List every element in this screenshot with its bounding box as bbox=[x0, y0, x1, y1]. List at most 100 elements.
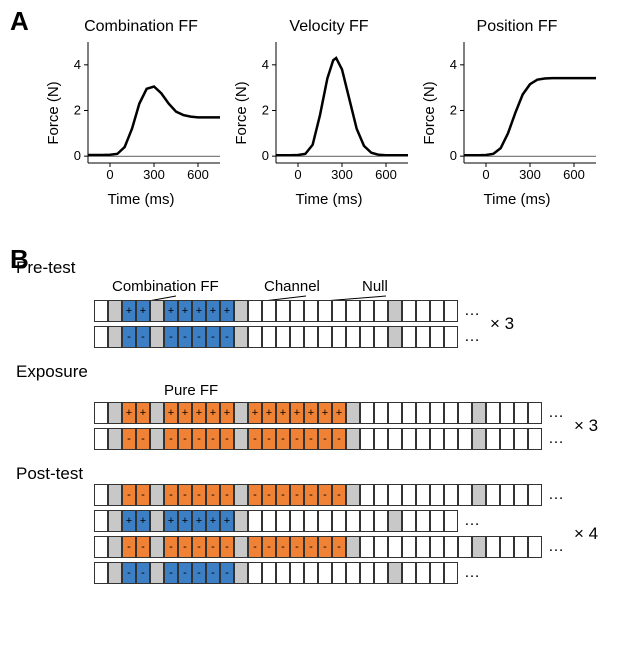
trial-cell bbox=[388, 510, 402, 532]
trial-cell: - bbox=[136, 536, 150, 558]
svg-text:0: 0 bbox=[106, 167, 113, 182]
trial-row: -------------- bbox=[94, 484, 542, 506]
trial-cell: + bbox=[122, 300, 136, 322]
trial-cell bbox=[234, 536, 248, 558]
phase-label: Exposure bbox=[16, 362, 616, 382]
trial-cell bbox=[402, 510, 416, 532]
trial-cell: - bbox=[178, 484, 192, 506]
trial-cell: + bbox=[192, 402, 206, 424]
trial-cell: - bbox=[178, 562, 192, 584]
trial-row: ------- bbox=[94, 326, 458, 348]
trial-cell bbox=[94, 428, 108, 450]
trial-cell bbox=[108, 300, 122, 322]
trial-cell bbox=[290, 510, 304, 532]
trial-cell: + bbox=[178, 300, 192, 322]
trial-cell bbox=[150, 484, 164, 506]
trial-cell bbox=[416, 510, 430, 532]
y-axis-label: Force (N) bbox=[233, 81, 250, 144]
trial-cell: - bbox=[192, 428, 206, 450]
trial-cell bbox=[234, 428, 248, 450]
trial-cell bbox=[94, 402, 108, 424]
trial-cell bbox=[486, 428, 500, 450]
trial-cell bbox=[444, 484, 458, 506]
trial-cell: - bbox=[220, 536, 234, 558]
trial-cell bbox=[108, 510, 122, 532]
trial-row: +++++++ bbox=[94, 510, 458, 532]
trial-cell bbox=[388, 428, 402, 450]
charts-row: Combination FF0240300600Force (N)Time (m… bbox=[56, 18, 602, 208]
trial-cell bbox=[388, 402, 402, 424]
trial-cell: - bbox=[122, 562, 136, 584]
trial-cell bbox=[276, 300, 290, 322]
trial-cell bbox=[94, 326, 108, 348]
svg-text:600: 600 bbox=[375, 167, 397, 182]
trial-cell bbox=[486, 402, 500, 424]
trial-cell bbox=[472, 402, 486, 424]
trial-cell bbox=[290, 562, 304, 584]
chart-svg: 0240300600 bbox=[56, 38, 226, 183]
trial-cell: + bbox=[136, 300, 150, 322]
trial-cell bbox=[416, 402, 430, 424]
trial-cell bbox=[108, 326, 122, 348]
ellipsis: … bbox=[548, 404, 566, 422]
trial-cell: - bbox=[136, 484, 150, 506]
ellipsis: … bbox=[548, 430, 566, 448]
trial-cell: - bbox=[220, 428, 234, 450]
trial-cell: - bbox=[192, 326, 206, 348]
trial-cell bbox=[150, 536, 164, 558]
trial-cell bbox=[416, 536, 430, 558]
trial-cell bbox=[388, 300, 402, 322]
trial-cell: + bbox=[178, 402, 192, 424]
trial-cell bbox=[290, 326, 304, 348]
x-axis-label: Time (ms) bbox=[244, 191, 414, 208]
svg-text:600: 600 bbox=[187, 167, 209, 182]
trial-cell bbox=[234, 402, 248, 424]
trial-cell bbox=[430, 484, 444, 506]
trial-cell bbox=[346, 300, 360, 322]
trial-cell: - bbox=[248, 484, 262, 506]
trial-cell bbox=[94, 300, 108, 322]
chart-svg: 0240300600 bbox=[432, 38, 602, 183]
trial-cell bbox=[346, 326, 360, 348]
trial-cell bbox=[388, 562, 402, 584]
trial-cell: - bbox=[332, 536, 346, 558]
svg-text:300: 300 bbox=[143, 167, 165, 182]
trial-cell bbox=[304, 326, 318, 348]
ellipsis: … bbox=[464, 328, 482, 346]
trial-cell bbox=[332, 300, 346, 322]
trial-cell: + bbox=[164, 300, 178, 322]
phase-label: Pre-test bbox=[16, 258, 616, 278]
trial-cell bbox=[402, 562, 416, 584]
trial-cell: - bbox=[178, 536, 192, 558]
trial-cell: - bbox=[332, 428, 346, 450]
trial-cell: - bbox=[164, 428, 178, 450]
trial-cell: - bbox=[122, 428, 136, 450]
trial-cell: + bbox=[304, 402, 318, 424]
trial-cell bbox=[444, 428, 458, 450]
trial-cell bbox=[248, 326, 262, 348]
trial-cell bbox=[430, 402, 444, 424]
chart-title: Velocity FF bbox=[244, 18, 414, 36]
trial-cell: - bbox=[192, 536, 206, 558]
trial-cell bbox=[332, 510, 346, 532]
trial-cell bbox=[276, 562, 290, 584]
ellipsis: … bbox=[548, 486, 566, 504]
trial-cell bbox=[514, 536, 528, 558]
trial-cell: - bbox=[164, 536, 178, 558]
trial-cell bbox=[374, 402, 388, 424]
trial-cell bbox=[360, 510, 374, 532]
trial-cell bbox=[374, 326, 388, 348]
trial-cell bbox=[472, 428, 486, 450]
trial-cell: - bbox=[220, 326, 234, 348]
panel-b-container: Pre-testCombination FFChannelNull+++++++… bbox=[16, 258, 616, 584]
trial-row: ++++++++++++++ bbox=[94, 402, 542, 424]
svg-text:2: 2 bbox=[450, 102, 457, 117]
trial-cell: - bbox=[220, 484, 234, 506]
trial-cell bbox=[458, 484, 472, 506]
x-axis-label: Time (ms) bbox=[432, 191, 602, 208]
trial-cell bbox=[276, 326, 290, 348]
trial-cell bbox=[402, 326, 416, 348]
trial-cell bbox=[262, 300, 276, 322]
trial-cell: - bbox=[206, 326, 220, 348]
legend-channel: Channel bbox=[264, 278, 320, 295]
